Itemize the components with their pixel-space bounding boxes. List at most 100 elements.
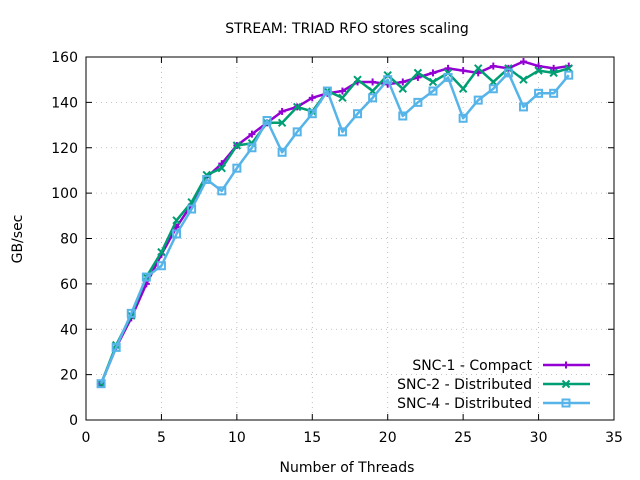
- data-point: [519, 75, 528, 84]
- data-point: [399, 78, 407, 86]
- data-point: [413, 97, 423, 107]
- data-point: [202, 170, 211, 180]
- data-point: [369, 78, 377, 86]
- data-point: [429, 69, 437, 77]
- legend-marker: [562, 361, 570, 369]
- data-point: [338, 87, 346, 95]
- y-tick-label: 40: [60, 322, 78, 338]
- data-point: [172, 229, 182, 239]
- legend-item: SNC-2 - Distributed: [397, 377, 590, 393]
- data-point: [518, 102, 528, 112]
- data-point: [322, 86, 332, 96]
- data-point: [504, 64, 513, 73]
- data-point: [292, 127, 302, 137]
- data-point: [519, 58, 527, 66]
- data-point: [443, 72, 453, 82]
- data-point: [353, 75, 362, 84]
- data-point: [489, 62, 497, 70]
- x-tick-label: 30: [530, 430, 548, 446]
- data-point: [156, 261, 166, 271]
- data-point: [428, 86, 438, 96]
- data-point: [157, 247, 166, 257]
- y-tick-label: 160: [51, 50, 78, 66]
- data-point: [474, 64, 483, 73]
- data-point: [172, 216, 181, 225]
- data-point: [248, 130, 256, 138]
- data-point: [549, 68, 558, 78]
- data-point: [488, 84, 498, 94]
- data-point: [217, 186, 227, 196]
- legend-item: SNC-1 - Compact: [412, 358, 590, 374]
- data-point: [383, 75, 393, 85]
- data-point: [262, 116, 272, 126]
- x-tick-label: 20: [379, 430, 397, 446]
- legend-marker: [561, 379, 571, 389]
- x-tick-label: 5: [157, 430, 166, 446]
- y-tick-label: 60: [60, 277, 78, 293]
- series-group: [96, 58, 574, 389]
- data-point: [96, 379, 106, 389]
- x-tick-label: 0: [82, 430, 91, 446]
- legend-marker: [561, 398, 571, 408]
- data-point: [550, 64, 558, 72]
- data-point: [232, 163, 242, 173]
- chart-title: STREAM: TRIAD RFO stores scaling: [225, 21, 469, 37]
- y-tick-label: 100: [51, 186, 78, 202]
- data-point: [308, 94, 316, 102]
- y-tick-label: 120: [51, 141, 78, 157]
- data-point: [277, 118, 287, 128]
- data-point: [458, 113, 468, 123]
- x-tick-label: 15: [303, 430, 321, 446]
- data-point: [353, 109, 363, 119]
- data-point: [444, 64, 452, 72]
- data-point: [564, 70, 574, 80]
- data-point: [443, 68, 453, 78]
- data-point: [187, 204, 197, 214]
- data-point: [232, 141, 242, 150]
- data-point: [277, 147, 287, 157]
- x-tick-label: 10: [228, 430, 246, 446]
- legend: SNC-1 - Compact SNC-2 - Distributed SNC-4 …: [397, 358, 590, 412]
- y-tick-label: 140: [51, 95, 78, 111]
- data-point: [383, 70, 392, 80]
- data-point: [338, 93, 347, 103]
- y-tick-label: 20: [60, 368, 78, 384]
- series-3: [96, 68, 574, 389]
- data-point: [503, 68, 513, 78]
- data-point: [413, 68, 423, 78]
- x-tick-label: 35: [605, 430, 623, 446]
- data-point: [292, 102, 302, 112]
- data-point: [368, 93, 378, 103]
- data-point: [535, 62, 543, 70]
- data-point: [202, 175, 212, 185]
- data-point: [398, 84, 408, 93]
- data-point: [549, 88, 559, 98]
- axis-ticks: 0 20 40 60 80 100 120 140 160 0 5 10 15 20 25 30 35: [51, 50, 623, 446]
- data-point: [458, 84, 468, 93]
- data-point: [459, 67, 467, 75]
- data-point: [473, 95, 483, 105]
- y-tick-label: 80: [60, 232, 78, 248]
- data-point: [534, 66, 543, 75]
- legend-label: SNC-1 - Compact: [412, 358, 532, 374]
- y-tick-label: 0: [69, 413, 78, 429]
- legend-label: SNC-2 - Distributed: [397, 377, 532, 393]
- data-point: [337, 127, 347, 137]
- data-point: [414, 73, 422, 81]
- data-point: [141, 272, 151, 282]
- legend-item: SNC-4 - Distributed: [397, 396, 590, 412]
- x-axis-label: Number of Threads: [280, 460, 415, 476]
- data-point: [126, 308, 136, 318]
- data-point: [534, 88, 544, 98]
- data-point: [398, 111, 408, 121]
- x-tick-label: 25: [454, 430, 472, 446]
- data-point: [217, 163, 226, 173]
- data-point: [428, 77, 438, 87]
- data-point: [278, 107, 286, 115]
- y-axis-label: GB/sec: [10, 215, 26, 264]
- data-point: [247, 143, 257, 153]
- data-point: [307, 109, 317, 119]
- data-point: [111, 342, 121, 352]
